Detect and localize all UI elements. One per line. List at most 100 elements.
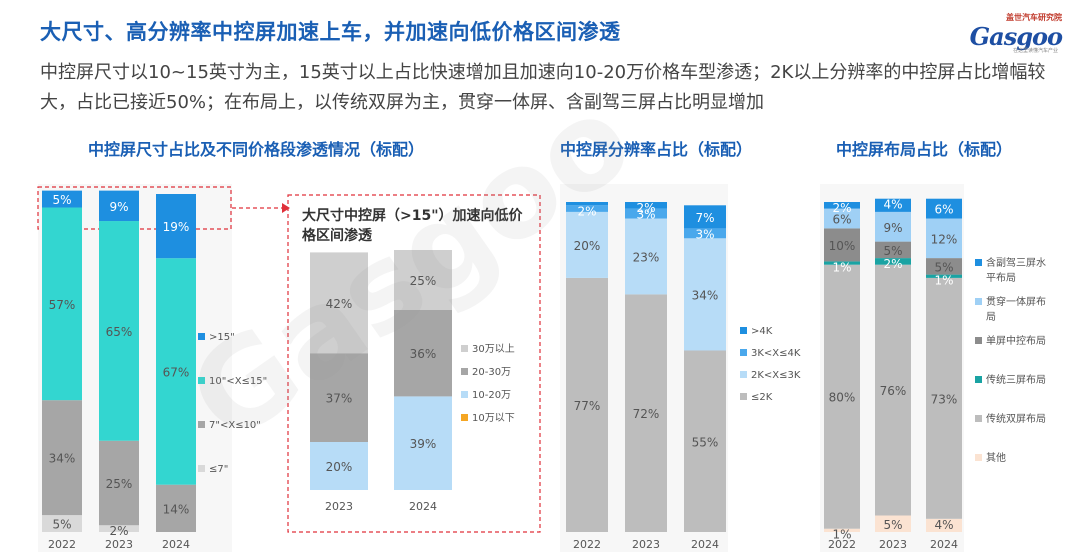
layout-bar-2022-s2: [824, 261, 860, 265]
inset-legend-swatch-0: [461, 345, 468, 352]
size-label-2024-s2: 67%: [163, 365, 190, 379]
inset-bar-2024-s3: [394, 250, 452, 310]
inset-legend-swatch-1: [461, 368, 468, 375]
resolution-bar-2023-s0: [625, 294, 667, 532]
size-bar-2024-s3: [156, 194, 196, 259]
resolution-bar-2022-s3: [566, 202, 608, 206]
layout-label-2024-s4: 12%: [931, 232, 958, 246]
gasgoo-logo: 盖世汽车研究院 Gasgoo 在这里读懂汽车产业: [952, 8, 1063, 54]
inset-legend-swatch-3: [461, 414, 468, 421]
layout-legend-label-2: 单屏中控布局: [986, 334, 1046, 347]
page-title: 大尺寸、高分辨率中控屏加速上车，并加速向低价格区间渗透: [40, 20, 621, 44]
resolution-legend-swatch-1: [740, 349, 747, 356]
resolution-legend-label-0: >4K: [751, 326, 773, 337]
size-legend-swatch-3: [198, 465, 205, 472]
inset-legend-label-0: 30万以上: [472, 343, 515, 355]
size-tick-2022: 2022: [48, 538, 76, 551]
size-bar-2024-s2: [156, 258, 196, 485]
inset-label-2023-s2: 37%: [326, 392, 353, 406]
layout-bar-2022-s1: [824, 264, 860, 529]
layout-label-2024-s5: 6%: [934, 203, 953, 217]
layout-label-2022-s5: 2%: [832, 201, 851, 215]
size-legend-swatch-1: [198, 377, 205, 384]
resolution-chart-title: 中控屏分辨率占比（标配）: [560, 140, 753, 159]
resolution-label-2024-s2: 3%: [695, 227, 714, 241]
logo-brand-text: Gasgoo: [969, 22, 1063, 51]
resolution-bar-2022-s1: [566, 211, 608, 278]
layout-label-2024-s0: 4%: [934, 518, 953, 532]
layout-label-2023-s1: 76%: [880, 384, 907, 398]
layout-legend-label-1: 贯穿一体屏布: [986, 295, 1046, 308]
size-bar-2024-s1: [156, 484, 196, 532]
inset-bar-2024-s2: [394, 310, 452, 397]
inset-tick-2024: 2024: [409, 500, 437, 513]
size-label-2023-s0: 2%: [109, 524, 128, 538]
layout-label-2023-s0: 5%: [883, 518, 902, 532]
layout-legend-swatch-4: [975, 415, 982, 422]
size-bar-2022-s3: [42, 190, 82, 208]
size-label-2024-s3: 19%: [163, 220, 190, 234]
layout-bar-2024-s5: [926, 198, 962, 219]
layout-bar-2023-s3: [875, 241, 911, 259]
size-bar-2023-s1: [99, 440, 139, 526]
size-legend-label-1: 10"<X≤15": [209, 376, 267, 387]
resolution-legend-label-2: 2K<X≤3K: [751, 370, 801, 381]
resolution-bar-2023-s1: [625, 218, 667, 295]
resolution-label-2024-s1: 34%: [692, 288, 719, 302]
layout-legend-swatch-2: [975, 337, 982, 344]
resolution-label-2023-s1: 23%: [633, 250, 660, 264]
inset-chart: 20% 37% 42% 2023 39% 36% 25% 2024 30万以上 20-30万 10-…: [310, 250, 515, 513]
size-label-2023-s3: 9%: [109, 200, 128, 214]
inset-bar-2023-s2: [310, 353, 368, 442]
layout-label-2023-s5: 4%: [883, 198, 902, 212]
inset-label-2024-s3: 25%: [410, 274, 437, 288]
layout-tick-2023: 2023: [879, 538, 907, 551]
layout-label-2022-s2: 1%: [832, 260, 851, 274]
layout-bar-2023-s0: [875, 515, 911, 532]
resolution-bar-2022-s0: [566, 277, 608, 532]
resolution-bar-2024-s1: [684, 238, 726, 351]
layout-bar-2022-s4: [824, 208, 860, 229]
size-legend-label-0: >15": [209, 332, 235, 343]
inset-bar-2023-s1: [310, 442, 368, 490]
inset-bar-2024-s1: [394, 396, 452, 490]
resolution-tick-2022: 2022: [573, 538, 601, 551]
layout-bar-2024-s3: [926, 258, 962, 275]
layout-tick-2024: 2024: [930, 538, 958, 551]
size-chart: 5% 34% 57% 5% 2022 2% 25% 65% 9% 2023 14% 67% 19% 202…: [42, 190, 267, 551]
resolution-tick-2024: 2024: [691, 538, 719, 551]
layout-bar-2024-s0: [926, 518, 962, 532]
layout-bar-2023-s5: [875, 198, 911, 212]
inset-chart-title: 大尺寸中控屏（>15"）加速向低价格区间渗透: [302, 208, 523, 244]
size-tick-2024: 2024: [162, 538, 190, 551]
size-legend-swatch-0: [198, 333, 205, 340]
layout-legend-label-0: 含副驾三屏水: [986, 256, 1046, 269]
layout-label-2023-s4: 9%: [883, 221, 902, 235]
size-label-2022-s2: 57%: [49, 298, 76, 312]
layout-legend-swatch-1: [975, 298, 982, 305]
inset-legend-label-3: 10万以下: [472, 413, 515, 424]
logo-tag-text: 在这里读懂汽车产业: [1012, 48, 1058, 54]
size-bar-2023-s3: [99, 190, 139, 222]
layout-label-2023-s2: 2%: [883, 257, 902, 271]
inset-legend-label-2: 10-20万: [472, 390, 511, 401]
layout-legend-label-3: 传统三屏布局: [986, 373, 1046, 386]
resolution-bar-2023-s3: [625, 202, 667, 209]
resolution-tick-2023: 2023: [632, 538, 660, 551]
resolution-label-2022-s2: 2%: [577, 204, 596, 218]
resolution-label-2022-s1: 20%: [574, 239, 601, 253]
size-legend-swatch-2: [198, 421, 205, 428]
resolution-bar-2024-s3: [684, 205, 726, 229]
layout-label-2022-s0: 1%: [832, 528, 851, 542]
size-bar-2022-s0: [42, 515, 82, 532]
layout-chart-title: 中控屏布局占比（标配）: [836, 140, 1013, 159]
size-label-2023-s2: 65%: [106, 325, 133, 339]
resolution-bar-2024-s0: [684, 350, 726, 532]
layout-label-2023-s3: 5%: [883, 244, 902, 258]
resolution-label-2024-s3: 7%: [695, 211, 714, 225]
resolution-legend-swatch-3: [740, 393, 747, 400]
resolution-label-2023-s0: 72%: [633, 407, 660, 421]
layout-bar-2022-s3: [824, 228, 860, 262]
logo-top-text: 盖世汽车研究院: [1006, 13, 1062, 22]
